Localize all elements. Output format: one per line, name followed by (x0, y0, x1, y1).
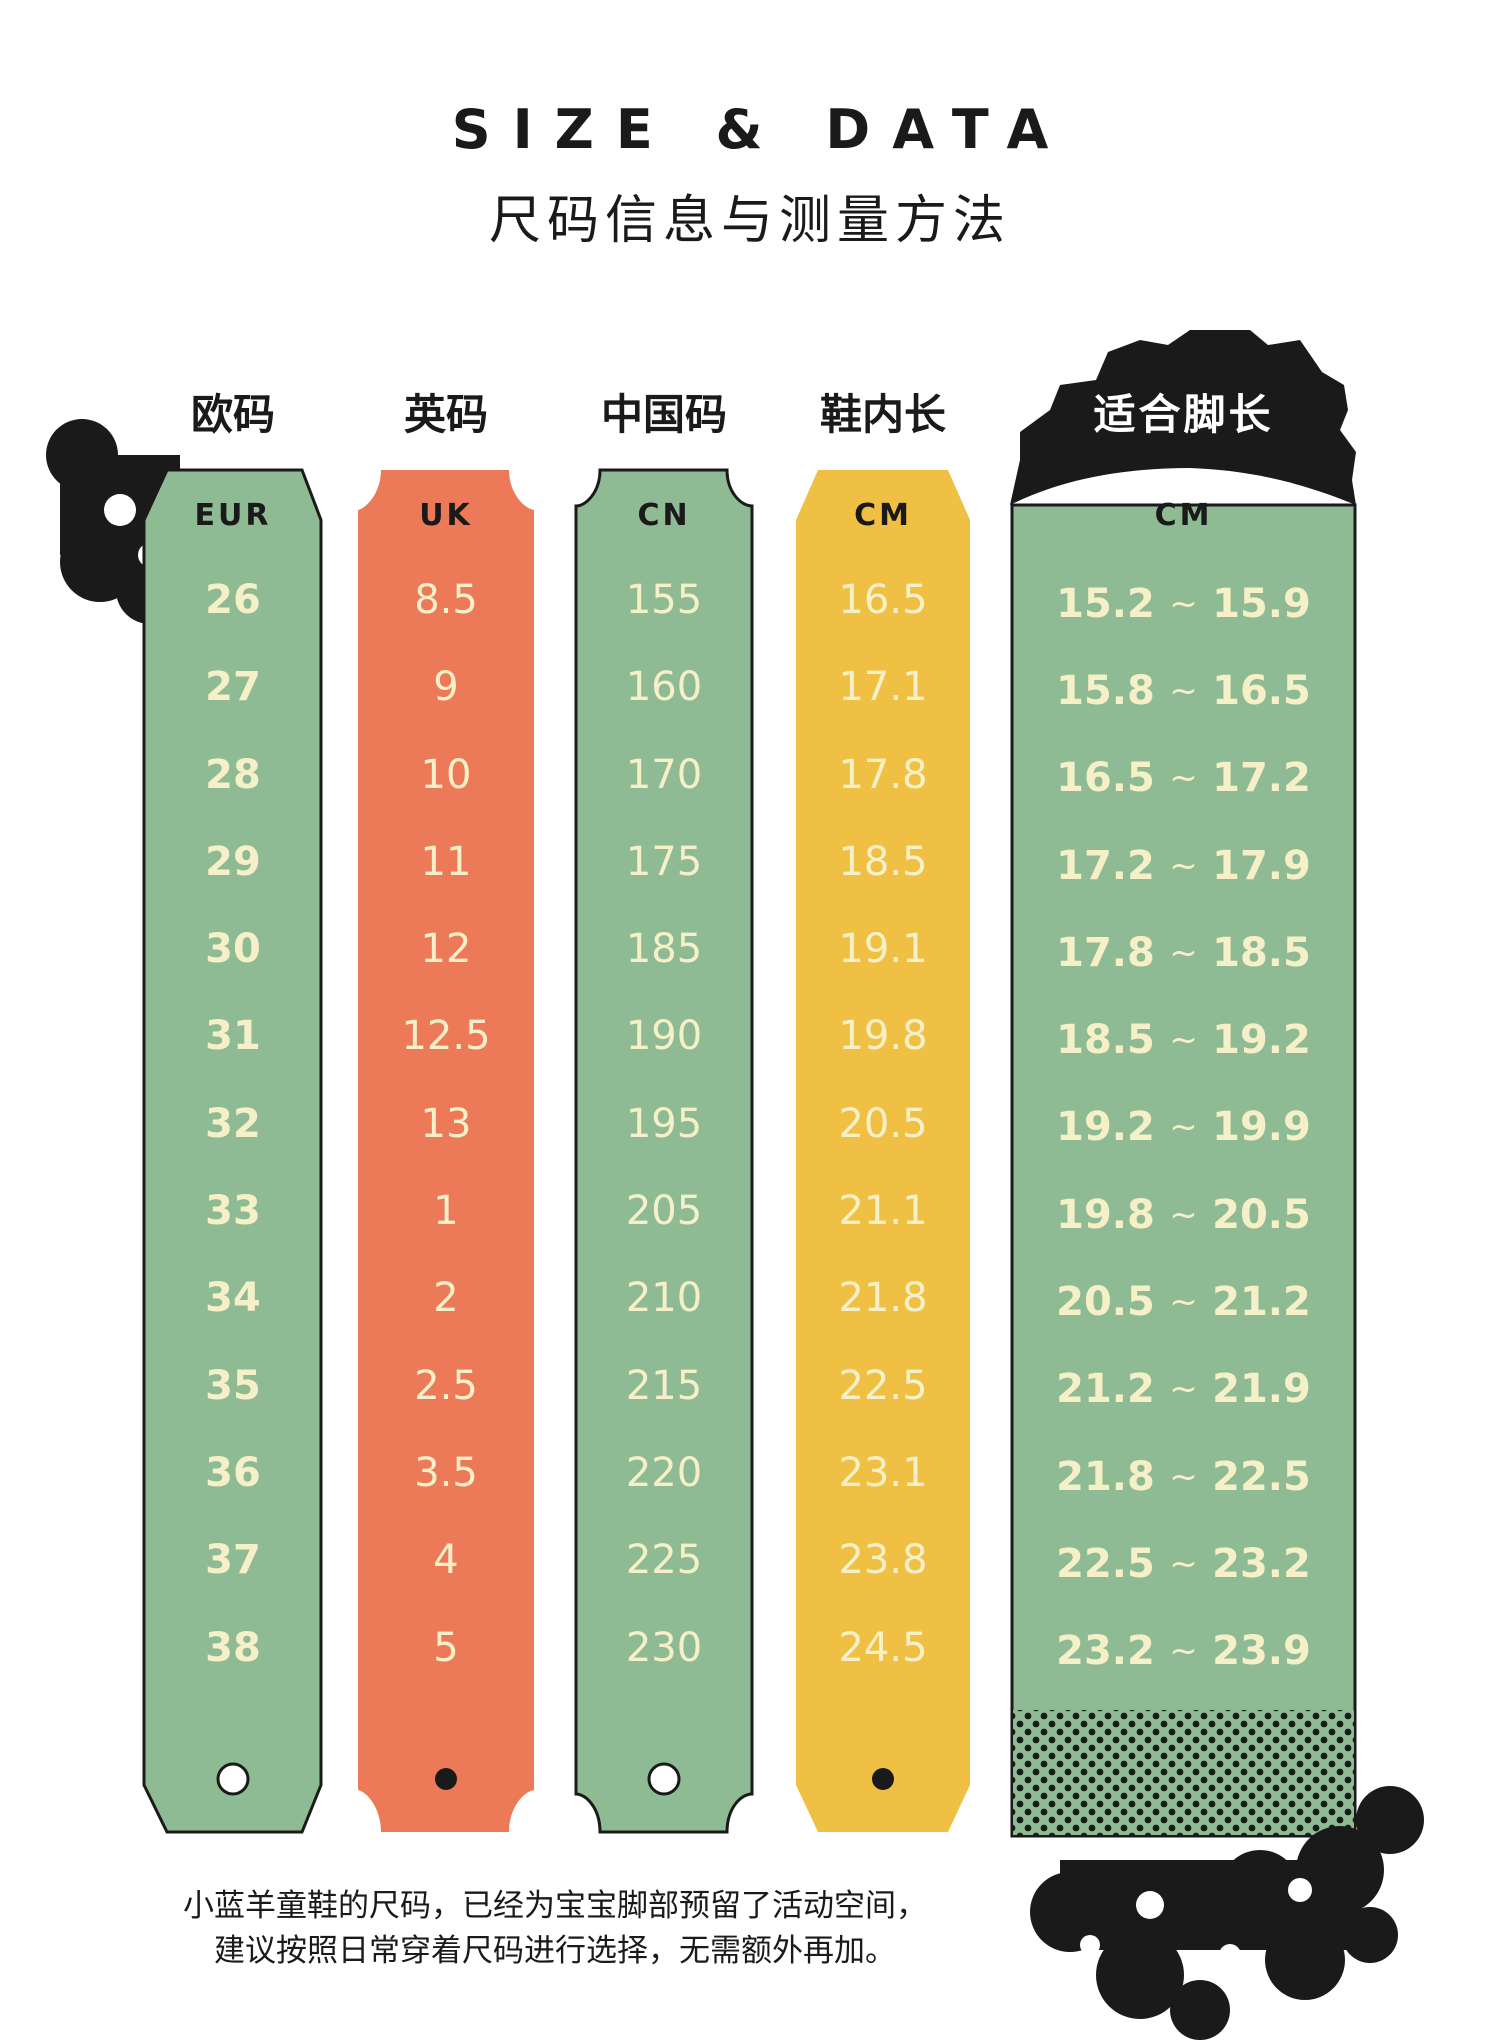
cn-value: 220 (625, 1449, 703, 1496)
uk-value: 8.5 (414, 577, 478, 623)
foot-length-range: 20.5 ~21.2 (1056, 1279, 1311, 1326)
cn-value: 225 (625, 1537, 703, 1584)
foot-length-range: 16.5 ~17.2 (1056, 755, 1311, 802)
header-cn: 中国码 (600, 390, 727, 439)
title-chinese: 尺码信息与测量方法 (488, 191, 1011, 251)
foot-length-range: 17.8 ~18.5 (1056, 929, 1311, 976)
foot-length-range: 21.8 ~22.5 (1056, 1453, 1311, 1500)
uk-value: 2 (433, 1275, 459, 1322)
insole-value: 19.1 (838, 926, 928, 973)
unit-eur: EUR (194, 498, 272, 533)
insole-value: 21.1 (838, 1188, 928, 1235)
note-line-2: 建议按照日常穿着尺码进行选择，无需额外再加。 (214, 1933, 896, 1969)
foot-length-range: 19.8 ~20.5 (1056, 1191, 1311, 1238)
cn-value: 210 (625, 1275, 703, 1322)
eur-value: 36 (205, 1449, 261, 1496)
uk-values: 8.5 9 10 11 12 12.5 13 1 2 2.5 3.5 4 5 (358, 560, 534, 1695)
uk-value: 9 (433, 664, 459, 711)
foot-length-range: 18.5 ~19.2 (1056, 1017, 1311, 1064)
uk-tag (358, 470, 534, 1832)
cn-value: 190 (625, 1013, 703, 1060)
uk-value: 13 (420, 1100, 472, 1147)
cn-values: 155 160 170 175 185 190 195 205 210 215 … (576, 560, 752, 1695)
cn-value: 230 (625, 1624, 703, 1671)
halftone-band (1013, 1710, 1354, 1835)
cn-value: 195 (625, 1100, 703, 1147)
uk-value: 1 (433, 1188, 459, 1235)
eur-value: 33 (205, 1188, 261, 1235)
uk-value: 2.5 (414, 1362, 478, 1409)
cn-tag (574, 468, 754, 1834)
dot-icon (435, 1768, 457, 1790)
eur-value: 31 (205, 1013, 261, 1060)
header-insole: 鞋内长 (819, 390, 946, 439)
insole-value: 20.5 (838, 1100, 928, 1147)
insole-values: 16.5 17.1 17.8 18.5 19.1 19.8 20.5 21.1 … (796, 560, 970, 1695)
eur-value: 28 (205, 751, 261, 798)
uk-value: 5 (433, 1624, 459, 1671)
uk-value: 10 (420, 751, 472, 798)
eur-tag (142, 468, 323, 1834)
uk-value: 4 (433, 1537, 459, 1584)
insole-value: 23.8 (838, 1537, 928, 1584)
cn-value: 205 (625, 1188, 703, 1235)
cn-value: 170 (625, 751, 703, 798)
title-english: SIZE & DATA (451, 98, 1071, 161)
fit-header-crown (1010, 330, 1356, 505)
foot-length-values: 15.2 ~15.9 15.8 ~16.5 16.5 ~17.2 17.2 ~17.9 … (1012, 560, 1355, 1695)
header-eur: 欧码 (190, 390, 275, 439)
uk-value: 12.5 (401, 1013, 491, 1060)
insole-value: 21.8 (838, 1275, 928, 1322)
insole-value: 22.5 (838, 1362, 928, 1409)
cn-value: 185 (625, 926, 703, 973)
header-uk: 英码 (403, 390, 488, 439)
unit-insole: CM (854, 498, 912, 533)
foot-length-range: 22.5 ~23.2 (1056, 1540, 1311, 1587)
insole-value: 17.1 (838, 664, 928, 711)
insole-value: 23.1 (838, 1449, 928, 1496)
eur-value: 30 (205, 926, 261, 973)
insole-value: 18.5 (838, 838, 928, 885)
unit-cn: CN (637, 498, 691, 533)
eur-value: 37 (205, 1537, 261, 1584)
eur-value: 29 (205, 838, 261, 885)
eur-value: 26 (205, 577, 261, 623)
eur-value: 32 (205, 1100, 261, 1147)
foot-length-range: 19.2 ~19.9 (1056, 1104, 1311, 1151)
foot-length-range: 21.2 ~21.9 (1056, 1366, 1311, 1413)
unit-foot-length: CM (1154, 498, 1213, 533)
unit-uk: UK (419, 498, 473, 533)
foot-length-range: 15.2 ~15.9 (1056, 580, 1311, 627)
cm-tag (796, 470, 970, 1832)
cn-value: 175 (625, 838, 703, 885)
cn-value: 155 (625, 577, 703, 623)
eur-value: 38 (205, 1624, 261, 1671)
insole-value: 16.5 (838, 577, 928, 623)
dot-icon (872, 1768, 894, 1790)
insole-value: 17.8 (838, 751, 928, 798)
foot-length-range: 17.2 ~17.9 (1056, 842, 1311, 889)
insole-value: 19.8 (838, 1013, 928, 1060)
eur-values: 26 27 28 29 30 31 32 33 34 35 36 37 38 (145, 560, 321, 1695)
cn-value: 215 (625, 1362, 703, 1409)
foot-length-range: 15.8 ~16.5 (1056, 667, 1311, 714)
splat-decoration-right (1030, 1786, 1424, 2040)
uk-value: 11 (420, 838, 472, 885)
hole-icon (647, 1762, 681, 1796)
eur-value: 27 (205, 664, 261, 711)
foot-length-range: 23.2 ~23.9 (1056, 1628, 1311, 1675)
uk-value: 12 (420, 926, 472, 973)
uk-value: 3.5 (414, 1449, 478, 1496)
eur-value: 35 (205, 1362, 261, 1409)
insole-value: 24.5 (838, 1624, 928, 1671)
cn-value: 160 (625, 664, 703, 711)
note-line-1: 小蓝羊童鞋的尺码，已经为宝宝脚部预留了活动空间， (183, 1888, 927, 1924)
eur-value: 34 (205, 1275, 261, 1322)
header-foot-length: 适合脚长 (1093, 390, 1274, 439)
hole-icon (216, 1762, 250, 1796)
